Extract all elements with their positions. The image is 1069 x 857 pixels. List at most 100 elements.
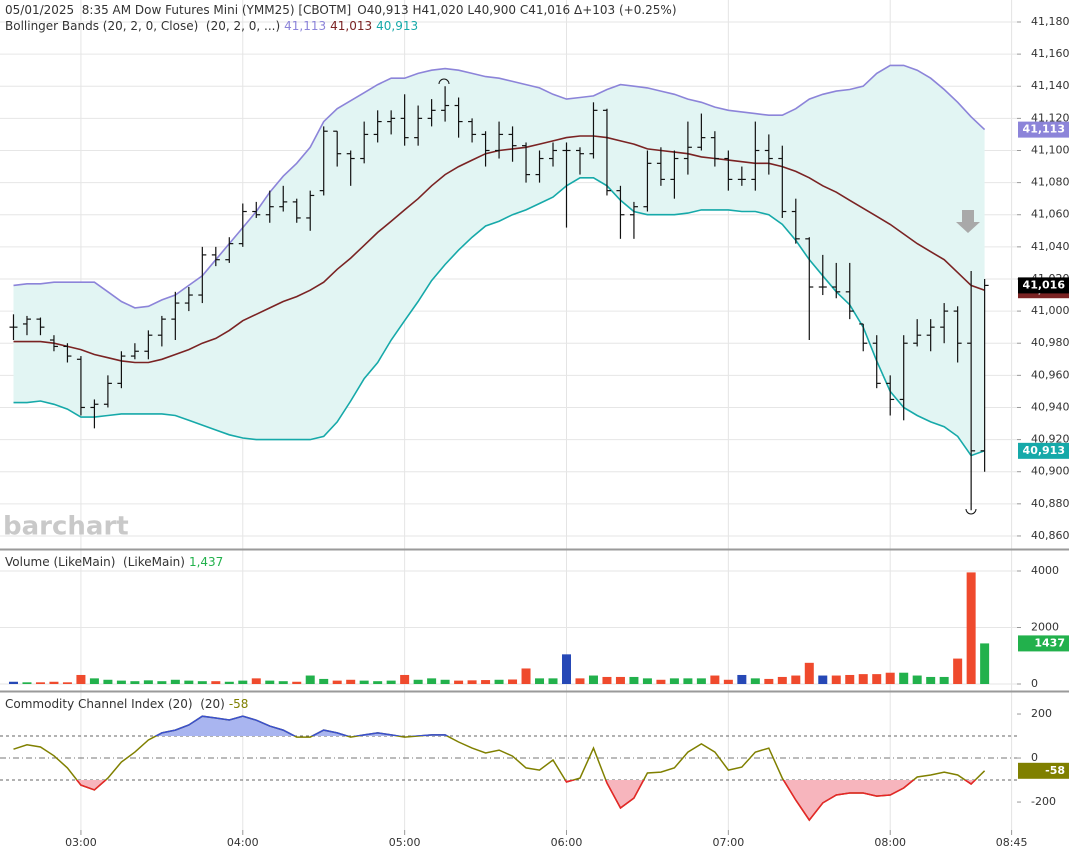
y-tick-label: 40,980	[1031, 336, 1069, 349]
cci-low-fill	[13, 780, 985, 821]
x-tick-label: 05:00	[389, 836, 421, 849]
volume-bar	[170, 679, 180, 685]
legend: Volume (LikeMain) (LikeMain) 1,437	[5, 555, 223, 569]
band-fill	[13, 65, 985, 456]
volume-bar	[22, 682, 32, 685]
volume-bar	[737, 674, 747, 685]
volume-bar	[818, 675, 828, 685]
volume-bar	[76, 674, 86, 685]
y-tick-label: 41,180	[1031, 15, 1069, 28]
volume-bar	[629, 676, 639, 685]
volume-bar	[467, 680, 477, 685]
y-tick-label: 200	[1031, 707, 1052, 720]
y-tick-label: 41,060	[1031, 208, 1069, 221]
volume-bar	[777, 676, 787, 685]
volume-bar	[885, 672, 895, 685]
band-tag-box	[1018, 121, 1069, 138]
legend-value: -58	[229, 697, 249, 711]
x-tick-label: 06:00	[551, 836, 583, 849]
header-title: 05/01/2025 8:35 AM Dow Futures Mini (YMM…	[5, 3, 351, 17]
x-tick-label: 04:00	[227, 836, 259, 849]
volume-bar	[143, 680, 153, 685]
band-tag: 41,113	[1023, 123, 1065, 136]
y-tick-label: 41,140	[1031, 79, 1069, 92]
x-tick-label: 08:45	[996, 836, 1028, 849]
volume-bar	[386, 680, 396, 685]
price-tag-box	[1018, 277, 1069, 294]
cci-low-line	[75, 780, 977, 822]
volume-bar	[723, 679, 733, 685]
volume-bar	[278, 681, 288, 685]
volume-bar	[926, 676, 936, 685]
volume-bar	[521, 668, 531, 685]
volume-bar	[49, 681, 59, 685]
volume-bar	[602, 676, 612, 685]
volume-bar	[683, 678, 693, 685]
volume-bar	[400, 674, 410, 685]
volume-bar	[265, 680, 275, 685]
volume-bar	[561, 654, 571, 685]
y-tick-label: 41,000	[1031, 304, 1069, 317]
high-marker	[438, 78, 450, 85]
band-tag-box	[1018, 442, 1069, 459]
y-tick-label: 0	[1031, 677, 1038, 690]
volume-bar	[197, 681, 207, 685]
volume-bar	[872, 674, 882, 685]
x-tick-label: 03:00	[65, 836, 97, 849]
y-tick-label: -200	[1031, 795, 1056, 808]
legend: Bollinger Bands (20, 2, 0, Close) (20, 2…	[5, 19, 418, 33]
y-tick-label: 40,880	[1031, 497, 1069, 510]
volume-bar	[615, 676, 625, 685]
volume-bar	[966, 572, 976, 685]
legend-value: 41,113	[284, 19, 326, 33]
legend-title: Bollinger Bands (20, 2, 0, Close) (20, 2…	[5, 19, 280, 33]
volume-bar	[35, 682, 45, 685]
volume-bar	[696, 678, 706, 685]
y-tick-label: 40,940	[1031, 400, 1069, 413]
y-tick-label: 41,100	[1031, 143, 1069, 156]
volume-bar	[912, 675, 922, 685]
cci-tag-box	[1018, 762, 1069, 779]
volume-bar	[359, 680, 369, 685]
cci-high-fill	[155, 716, 448, 737]
volume-bar	[8, 681, 18, 685]
volume-bar	[750, 678, 760, 685]
y-tick-label: 40,920	[1031, 433, 1069, 446]
volume-bar	[292, 681, 302, 685]
volume-bar	[89, 678, 99, 685]
x-tick-label: 07:00	[713, 836, 745, 849]
volume-bar	[791, 675, 801, 685]
volume-bar	[184, 680, 194, 685]
y-tick-label: 41,160	[1031, 47, 1069, 60]
y-tick-label: 2000	[1031, 621, 1059, 634]
volume-bar	[481, 680, 491, 685]
volume-bar	[332, 680, 342, 685]
legend-title: Commodity Channel Index (20) (20)	[5, 697, 225, 711]
volume-bar	[669, 678, 679, 685]
low-marker	[965, 508, 977, 515]
volume-bar	[980, 643, 990, 685]
volume-bar	[211, 681, 221, 685]
legend: Commodity Channel Index (20) (20) -58	[5, 697, 248, 711]
volume-bar	[588, 675, 598, 685]
volume-bar	[764, 678, 774, 685]
signal-arrow	[956, 210, 980, 233]
volume-bar	[548, 678, 558, 685]
volume-bar	[130, 681, 140, 685]
volume-bar	[858, 674, 868, 685]
volume-bar	[440, 679, 450, 685]
y-tick-label: 4000	[1031, 564, 1059, 577]
legend-title: Volume (LikeMain) (LikeMain)	[5, 555, 185, 569]
volume-bar	[508, 679, 518, 685]
volume-bar	[899, 672, 909, 685]
volume-tag: 1437	[1034, 636, 1065, 649]
legend-value: 1,437	[189, 555, 223, 569]
y-tick-label: 0	[1031, 751, 1038, 764]
y-tick-label: 40,960	[1031, 368, 1069, 381]
volume-bar	[804, 662, 814, 685]
legend-value: 40,913	[376, 19, 418, 33]
volume-bar	[575, 678, 585, 685]
